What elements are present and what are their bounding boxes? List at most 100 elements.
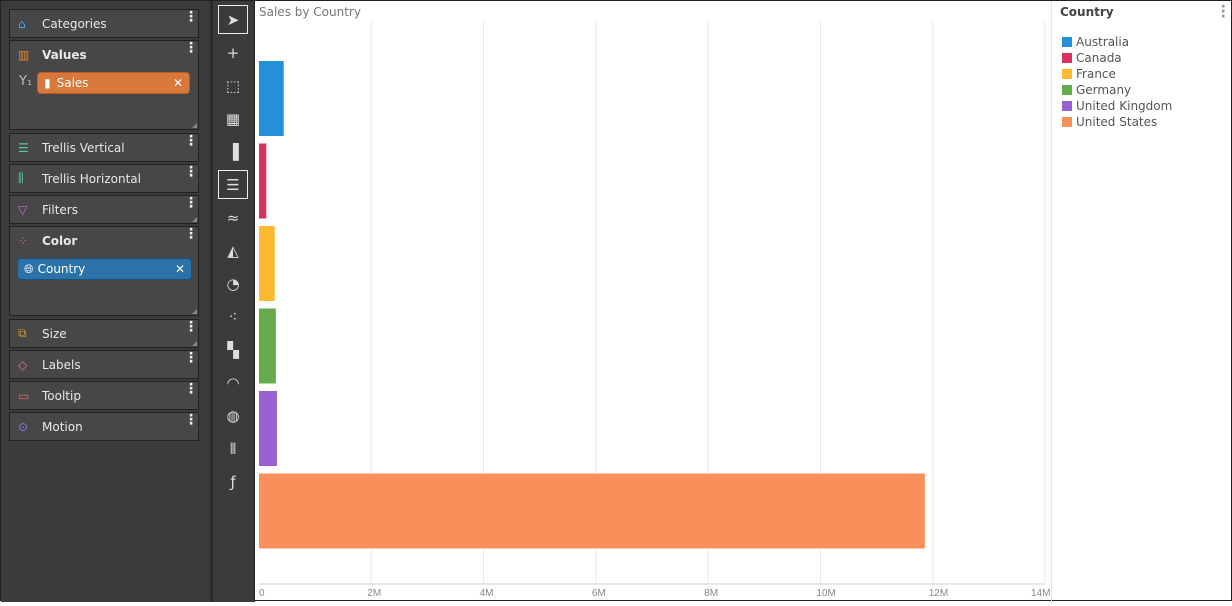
legend-swatch bbox=[1062, 117, 1072, 127]
treemap-tool-button[interactable]: ▚ bbox=[218, 335, 248, 364]
bar-germany[interactable] bbox=[259, 308, 276, 384]
line-chart-icon: ≈ bbox=[226, 208, 240, 227]
bar-france[interactable] bbox=[259, 226, 275, 301]
x-tick-label: 10M bbox=[816, 588, 835, 599]
geo-field-icon: 🌐︎ bbox=[24, 261, 34, 276]
custom-formula-tool-button[interactable]: ƒ bbox=[218, 467, 248, 496]
pointer-icon: ➤ bbox=[226, 10, 240, 29]
legend-label: United States bbox=[1076, 115, 1158, 129]
chart-title: Sales by Country bbox=[259, 5, 361, 19]
bar-chart-icon: ☰ bbox=[226, 175, 240, 194]
scatter-chart-icon: ⁖ bbox=[228, 307, 238, 326]
marquee-select-icon: ⬚ bbox=[225, 76, 241, 95]
splitter[interactable] bbox=[210, 1, 213, 602]
sales-pill[interactable]: ▮ Sales ✕ bbox=[37, 72, 190, 94]
table-icon: ▦ bbox=[225, 109, 241, 128]
legend-item[interactable]: Germany bbox=[1062, 83, 1131, 97]
legend-label: France bbox=[1076, 67, 1116, 81]
trellis-vertical-menu-icon[interactable]: ⋮ bbox=[184, 133, 198, 149]
trellis-horizontal-icon: ⫼ bbox=[18, 171, 24, 185]
categories-well[interactable]: ⌂ Categories ⋮ bbox=[9, 9, 199, 38]
bar-australia[interactable] bbox=[259, 61, 284, 136]
legend-item[interactable]: Australia bbox=[1062, 35, 1129, 49]
color-menu-icon[interactable]: ⋮ bbox=[184, 226, 198, 242]
categories-label: Categories bbox=[42, 16, 107, 31]
trellis-vertical-well[interactable]: ☰ Trellis Vertical ⋮ bbox=[9, 133, 199, 162]
bar-united-states[interactable] bbox=[259, 473, 925, 549]
size-label: Size bbox=[42, 326, 67, 341]
play-circle-icon: ⊙ bbox=[18, 419, 29, 434]
trellis-horizontal-label: Trellis Horizontal bbox=[42, 171, 141, 186]
area-chart-tool-button[interactable]: ◭ bbox=[218, 236, 248, 265]
add-pointer-tool-button[interactable]: + bbox=[218, 38, 248, 67]
motion-menu-icon[interactable]: ⋮ bbox=[184, 412, 198, 428]
palette-icon: ⁘ bbox=[18, 233, 29, 248]
x-tick-label: 12M bbox=[929, 588, 948, 599]
line-chart-tool-button[interactable]: ≈ bbox=[218, 203, 248, 232]
scatter-chart-tool-button[interactable]: ⁖ bbox=[218, 302, 248, 331]
marquee-select-tool-button[interactable]: ⬚ bbox=[218, 71, 248, 100]
trellis-vertical-label: Trellis Vertical bbox=[42, 140, 125, 155]
remove-sales-icon[interactable]: ✕ bbox=[172, 76, 183, 90]
values-well[interactable]: ▥ Values ⋮ Y₁ ▮ Sales ✕ bbox=[9, 40, 199, 130]
tooltip-label: Tooltip bbox=[42, 388, 81, 403]
table-tool-button[interactable]: ▦ bbox=[218, 104, 248, 133]
x-tick-label: 4M bbox=[480, 588, 494, 599]
chart-area: Sales by Country 0 2M 4M 6M 8M 10M 12M 14M bbox=[256, 1, 1051, 602]
pie-chart-tool-button[interactable]: ◔ bbox=[218, 269, 248, 298]
gauge-tool-button[interactable]: ◠ bbox=[218, 368, 248, 397]
country-pill-label: Country bbox=[37, 262, 86, 276]
x-tick-label: 6M bbox=[592, 588, 606, 599]
values-label: Values bbox=[42, 47, 87, 62]
labels-menu-icon[interactable]: ⋮ bbox=[184, 350, 198, 366]
color-well[interactable]: ⁘ Color ⋮ 🌐︎ Country ✕ bbox=[9, 226, 199, 316]
field-wells-panel: ⌂ Categories ⋮ ▥ Values ⋮ Y₁ ▮ Sales ✕ ☰ Tre… bbox=[1, 1, 210, 602]
add-pointer-icon: + bbox=[226, 43, 240, 62]
country-pill[interactable]: 🌐︎ Country ✕ bbox=[17, 258, 192, 280]
legend-swatch bbox=[1062, 69, 1072, 79]
legend-menu-icon[interactable]: · · · bbox=[1220, 0, 1226, 25]
tooltip-menu-icon[interactable]: ⋮ bbox=[184, 381, 198, 397]
gauge-icon: ◠ bbox=[226, 373, 240, 392]
motion-well[interactable]: ⊙ Motion ⋮ bbox=[9, 412, 199, 441]
bar-chart-icon: ▮ bbox=[44, 76, 51, 90]
legend-swatch bbox=[1062, 53, 1072, 63]
pointer-tool-button[interactable]: ➤ bbox=[218, 5, 248, 34]
motion-label: Motion bbox=[42, 419, 83, 434]
color-label: Color bbox=[42, 233, 78, 248]
legend-label: United Kingdom bbox=[1076, 99, 1173, 113]
x-tick-label: 0 bbox=[259, 588, 265, 599]
size-menu-icon[interactable]: ⋮ bbox=[184, 319, 198, 335]
trellis-horizontal-menu-icon[interactable]: ⋮ bbox=[184, 164, 198, 180]
y1-axis-label: Y₁ bbox=[19, 74, 33, 89]
values-bars-icon: ▥ bbox=[18, 47, 30, 62]
legend-item[interactable]: United States bbox=[1062, 115, 1157, 129]
trellis-horizontal-well[interactable]: ⫼ Trellis Horizontal ⋮ bbox=[9, 164, 199, 193]
pivot-tool-button[interactable]: ⫴ bbox=[218, 434, 248, 463]
bar-canada[interactable] bbox=[259, 143, 267, 219]
size-well[interactable]: ⧉ Size ⋮ bbox=[9, 319, 199, 348]
values-menu-icon[interactable]: ⋮ bbox=[184, 40, 198, 56]
categories-menu-icon[interactable]: ⋮ bbox=[184, 9, 198, 25]
x-tick-label: 8M bbox=[704, 588, 718, 599]
legend-item[interactable]: United Kingdom bbox=[1062, 99, 1172, 113]
x-tick-label: 2M bbox=[367, 588, 381, 599]
x-tick-label: 14M bbox=[1031, 588, 1050, 599]
treemap-icon: ▚ bbox=[227, 340, 239, 359]
sales-pill-label: Sales bbox=[56, 76, 89, 90]
tooltip-well[interactable]: ▭ Tooltip ⋮ bbox=[9, 381, 199, 410]
legend-item[interactable]: Canada bbox=[1062, 51, 1122, 65]
legend: Country · · · Australia Canada France Germany… bbox=[1051, 0, 1232, 602]
labels-well[interactable]: ◇ Labels ⋮ bbox=[9, 350, 199, 379]
map-icon: ◍ bbox=[226, 406, 240, 425]
column-chart-tool-button[interactable]: ▐ bbox=[218, 137, 248, 166]
area-chart-icon: ◭ bbox=[227, 241, 239, 260]
bar-chart-tool-button[interactable]: ☰ bbox=[218, 170, 248, 199]
map-tool-button[interactable]: ◍ bbox=[218, 401, 248, 430]
bar-united-kingdom[interactable] bbox=[259, 391, 277, 466]
filters-menu-icon[interactable]: ⋮ bbox=[184, 195, 198, 211]
remove-country-icon[interactable]: ✕ bbox=[174, 262, 185, 276]
filters-well[interactable]: ▽ Filters ⋮ bbox=[9, 195, 199, 224]
legend-title: Country bbox=[1060, 5, 1114, 19]
legend-item[interactable]: France bbox=[1062, 67, 1116, 81]
